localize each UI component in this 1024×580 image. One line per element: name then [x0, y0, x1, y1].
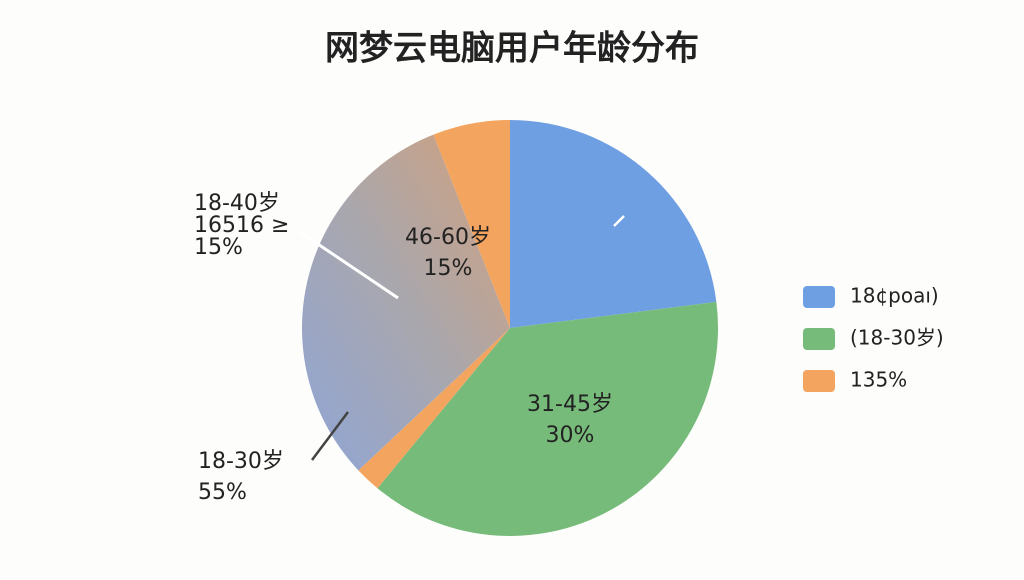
- pie-slice: [358, 328, 510, 489]
- legend-swatch: [803, 286, 835, 308]
- legend-label: (18-30岁): [850, 326, 944, 350]
- annotation: 46-60岁: [405, 225, 491, 250]
- annotation: 18-30岁: [198, 449, 284, 474]
- pie-slice: [377, 301, 718, 537]
- annotation: 30%: [546, 423, 595, 448]
- annotation: 31-45岁: [527, 392, 613, 417]
- legend-label: 135%: [850, 368, 907, 392]
- legend-label: 18¢poaı): [850, 284, 939, 308]
- legend-swatch: [803, 328, 835, 350]
- annotation: 15%: [424, 256, 473, 281]
- chart-title: 网梦云电脑用户年龄分布: [325, 29, 699, 69]
- annotation: 16516 ≥: [194, 213, 289, 238]
- annotation: 55%: [198, 480, 247, 505]
- annotation: 18-40岁: [194, 191, 280, 216]
- pie-slice: [510, 120, 717, 328]
- pie-slice: [302, 134, 510, 471]
- legend-swatch: [803, 370, 835, 392]
- arrows: [299, 215, 625, 461]
- annotation: 15%: [194, 235, 243, 260]
- pie-slice: [433, 120, 510, 328]
